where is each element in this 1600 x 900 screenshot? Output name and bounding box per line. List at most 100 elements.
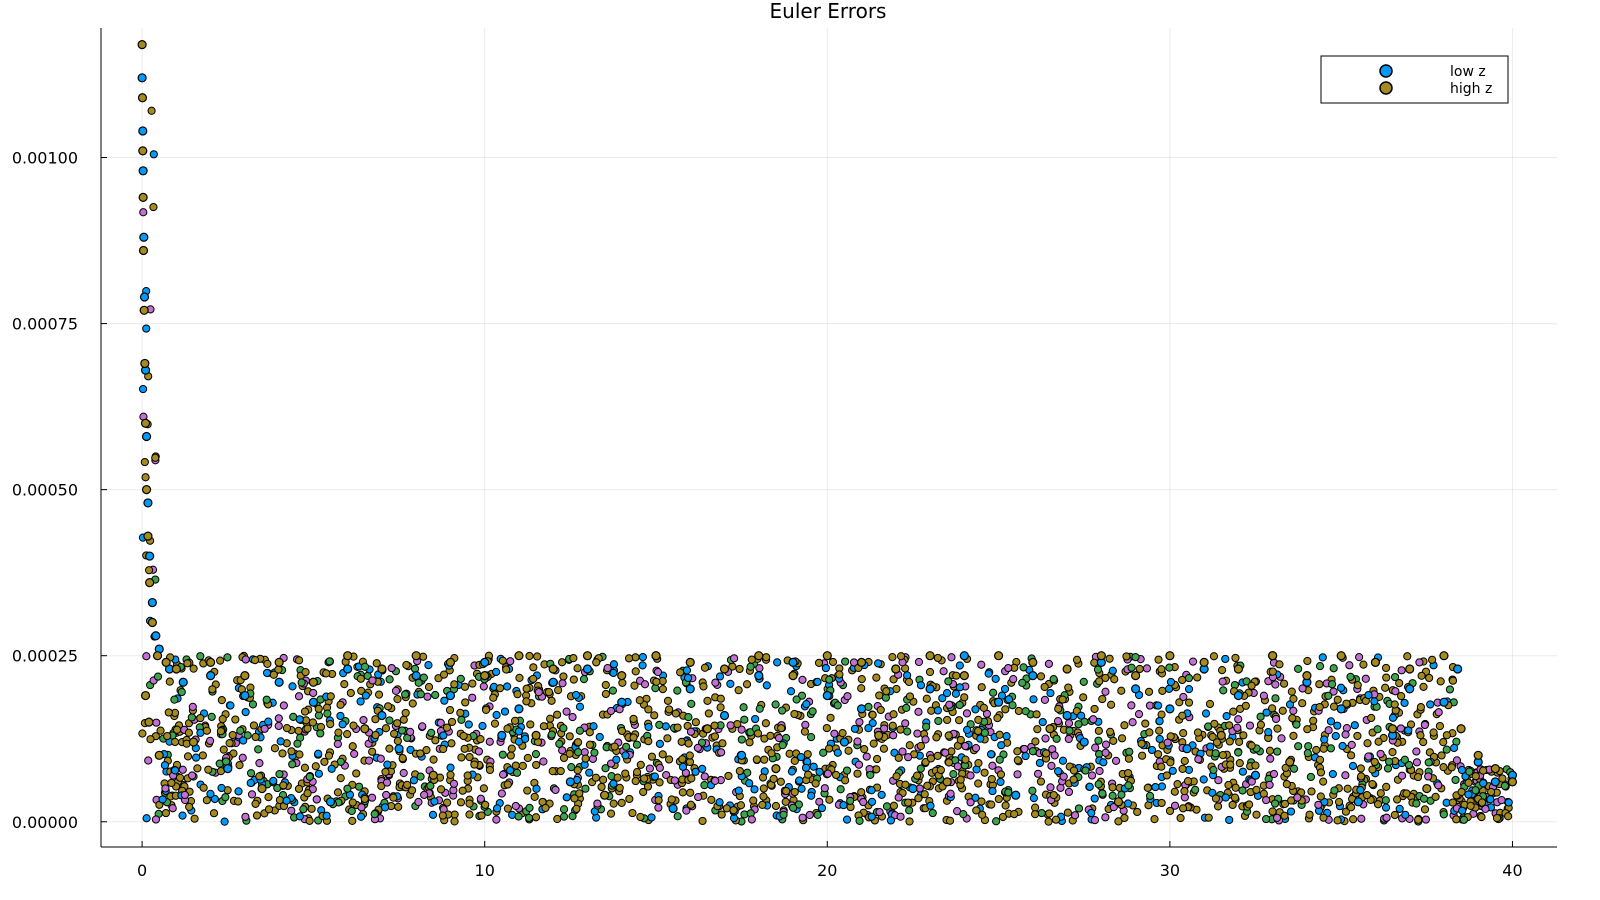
texture-point bbox=[1081, 766, 1090, 775]
texture-point bbox=[1402, 789, 1411, 798]
texture-point bbox=[1108, 666, 1117, 675]
texture-point bbox=[260, 724, 269, 733]
texture-point bbox=[539, 757, 548, 766]
texture-point bbox=[986, 750, 996, 759]
texture-point bbox=[1163, 738, 1172, 747]
texture-point bbox=[1054, 704, 1063, 713]
texture-point bbox=[790, 709, 799, 719]
texture-point bbox=[403, 780, 412, 789]
texture-point bbox=[1194, 755, 1203, 764]
texture-point bbox=[383, 760, 392, 769]
texture-point bbox=[735, 766, 744, 776]
data-point bbox=[1336, 704, 1346, 714]
texture-point bbox=[745, 738, 754, 747]
texture-point bbox=[759, 784, 768, 793]
texture-point bbox=[857, 684, 866, 693]
data-point bbox=[719, 664, 730, 674]
texture-point bbox=[1277, 734, 1286, 743]
texture-point bbox=[608, 686, 618, 695]
texture-point bbox=[673, 812, 682, 821]
texture-point bbox=[700, 781, 709, 790]
texture-point bbox=[514, 737, 524, 746]
texture-point bbox=[803, 770, 813, 779]
texture-point bbox=[391, 686, 401, 695]
texture-point bbox=[500, 707, 510, 716]
texture-point bbox=[1281, 763, 1290, 772]
texture-point bbox=[1053, 716, 1063, 726]
texture-point bbox=[559, 805, 569, 814]
texture-point bbox=[857, 788, 866, 797]
texture-point bbox=[1319, 744, 1328, 753]
data-point bbox=[411, 651, 421, 661]
texture-point bbox=[645, 764, 654, 773]
texture-point bbox=[1037, 808, 1046, 818]
texture-point bbox=[1395, 804, 1404, 813]
texture-point bbox=[1225, 737, 1234, 746]
x-tick-label: 40 bbox=[1502, 861, 1522, 880]
texture-point bbox=[164, 708, 173, 717]
grid-layer bbox=[101, 28, 1557, 847]
texture-point bbox=[960, 693, 969, 702]
texture-point bbox=[797, 691, 807, 700]
texture-point bbox=[1391, 687, 1400, 696]
texture-point bbox=[436, 785, 446, 794]
texture-point bbox=[238, 753, 247, 762]
texture-point bbox=[1400, 755, 1409, 764]
texture-point bbox=[575, 702, 585, 711]
data-point bbox=[138, 192, 148, 202]
texture-point bbox=[984, 669, 993, 678]
texture-point bbox=[835, 670, 844, 679]
texture-point bbox=[1095, 766, 1104, 776]
texture-point bbox=[287, 806, 296, 815]
texture-point bbox=[1147, 745, 1157, 755]
texture-point bbox=[974, 759, 983, 768]
data-point bbox=[1473, 750, 1483, 760]
legend-label-low-z: low z bbox=[1450, 64, 1486, 80]
texture-point bbox=[934, 716, 943, 726]
texture-point bbox=[149, 202, 158, 212]
texture-point bbox=[989, 688, 998, 697]
texture-point bbox=[777, 724, 786, 733]
texture-point bbox=[301, 668, 310, 677]
texture-point bbox=[447, 739, 456, 748]
texture-point bbox=[1464, 790, 1473, 799]
data-point bbox=[138, 126, 148, 136]
texture-point bbox=[416, 749, 425, 758]
texture-point bbox=[1271, 680, 1280, 689]
texture-point bbox=[1221, 654, 1230, 664]
texture-point bbox=[187, 713, 196, 722]
texture-point bbox=[1464, 778, 1473, 787]
texture-point bbox=[868, 719, 877, 728]
y-tick-label: 0.00075 bbox=[12, 315, 78, 334]
texture-point bbox=[477, 811, 486, 820]
texture-point bbox=[1273, 724, 1282, 733]
texture-point bbox=[716, 694, 725, 703]
texture-point bbox=[199, 783, 208, 792]
data-point bbox=[445, 657, 456, 667]
texture-point bbox=[1077, 711, 1086, 720]
texture-point bbox=[693, 743, 702, 752]
texture-point bbox=[1268, 667, 1277, 676]
texture-point bbox=[841, 776, 850, 785]
texture-point bbox=[397, 726, 407, 735]
texture-point bbox=[902, 703, 911, 712]
texture-point bbox=[1252, 785, 1261, 794]
texture-point bbox=[1046, 783, 1055, 792]
texture-point bbox=[767, 749, 776, 758]
texture-point bbox=[1158, 686, 1167, 695]
texture-point bbox=[904, 677, 914, 687]
texture-point bbox=[1315, 702, 1324, 712]
texture-point bbox=[219, 745, 228, 754]
texture-point bbox=[183, 659, 192, 668]
texture-point bbox=[762, 653, 771, 662]
texture-point bbox=[933, 751, 942, 760]
texture-point bbox=[1141, 719, 1150, 728]
texture-point bbox=[868, 710, 877, 719]
texture-point bbox=[1029, 794, 1039, 803]
data-point bbox=[959, 671, 969, 681]
texture-point bbox=[1199, 775, 1208, 784]
texture-point bbox=[734, 786, 743, 795]
texture-point bbox=[1413, 772, 1423, 782]
data-point bbox=[514, 704, 524, 714]
texture-point bbox=[225, 739, 234, 748]
